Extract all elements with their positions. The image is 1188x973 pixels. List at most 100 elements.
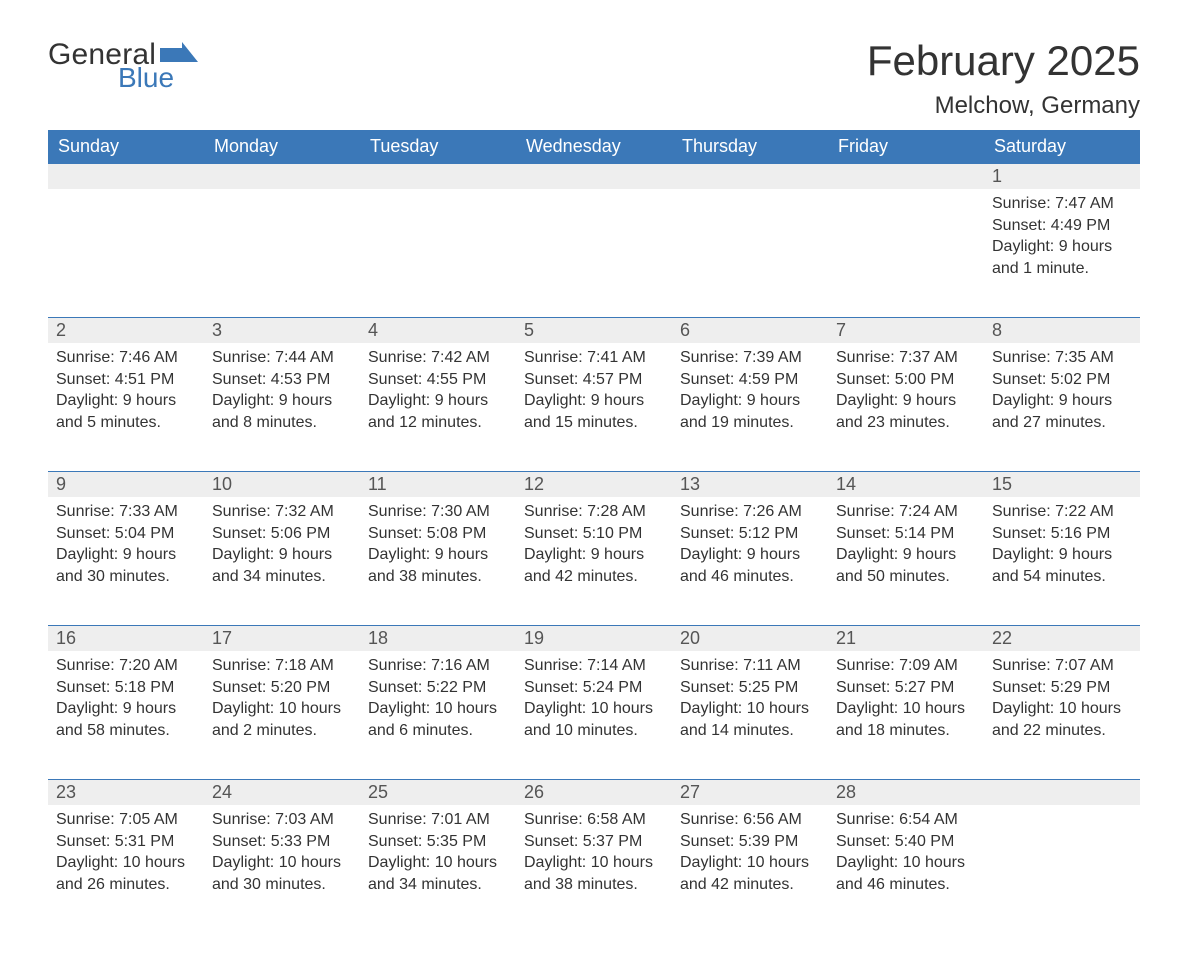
day-number-cell — [516, 163, 672, 189]
day-number: 23 — [48, 779, 204, 805]
day-content: Sunrise: 7:24 AMSunset: 5:14 PMDaylight:… — [828, 497, 984, 597]
day-number — [828, 163, 984, 189]
sunrise-text: Sunrise: 7:03 AM — [212, 809, 352, 831]
day-cell: Sunrise: 7:47 AMSunset: 4:49 PMDaylight:… — [984, 189, 1140, 317]
daylight-text: Daylight: 9 hours and 1 minute. — [992, 236, 1132, 279]
day-number — [48, 163, 204, 189]
day-number: 2 — [48, 317, 204, 343]
sunrise-text: Sunrise: 7:33 AM — [56, 501, 196, 523]
col-monday: Monday — [204, 130, 360, 163]
daylight-text: Daylight: 10 hours and 42 minutes. — [680, 852, 820, 895]
sunset-text: Sunset: 5:06 PM — [212, 523, 352, 545]
day-number-cell — [828, 163, 984, 189]
day-cell — [204, 189, 360, 317]
sunrise-text: Sunrise: 7:14 AM — [524, 655, 664, 677]
day-cell: Sunrise: 7:33 AMSunset: 5:04 PMDaylight:… — [48, 497, 204, 625]
sunrise-text: Sunrise: 7:47 AM — [992, 193, 1132, 215]
daylight-text: Daylight: 9 hours and 42 minutes. — [524, 544, 664, 587]
day-content: Sunrise: 7:09 AMSunset: 5:27 PMDaylight:… — [828, 651, 984, 751]
sunrise-text: Sunrise: 7:30 AM — [368, 501, 508, 523]
sunset-text: Sunset: 5:14 PM — [836, 523, 976, 545]
sunrise-text: Sunrise: 7:11 AM — [680, 655, 820, 677]
sunset-text: Sunset: 5:31 PM — [56, 831, 196, 853]
day-number: 4 — [360, 317, 516, 343]
sunset-text: Sunset: 5:29 PM — [992, 677, 1132, 699]
day-cell: Sunrise: 7:18 AMSunset: 5:20 PMDaylight:… — [204, 651, 360, 779]
sunrise-text: Sunrise: 7:20 AM — [56, 655, 196, 677]
daylight-text: Daylight: 9 hours and 54 minutes. — [992, 544, 1132, 587]
day-number-cell: 26 — [516, 779, 672, 805]
day-number — [204, 163, 360, 189]
sunrise-text: Sunrise: 7:09 AM — [836, 655, 976, 677]
sunset-text: Sunset: 4:55 PM — [368, 369, 508, 391]
calendar-body: 1Sunrise: 7:47 AMSunset: 4:49 PMDaylight… — [48, 163, 1140, 933]
day-number: 8 — [984, 317, 1140, 343]
day-number-cell: 6 — [672, 317, 828, 343]
day-number: 25 — [360, 779, 516, 805]
day-content: Sunrise: 7:41 AMSunset: 4:57 PMDaylight:… — [516, 343, 672, 443]
day-cell: Sunrise: 7:24 AMSunset: 5:14 PMDaylight:… — [828, 497, 984, 625]
sunrise-text: Sunrise: 6:56 AM — [680, 809, 820, 831]
day-cell: Sunrise: 7:03 AMSunset: 5:33 PMDaylight:… — [204, 805, 360, 933]
sunrise-text: Sunrise: 7:41 AM — [524, 347, 664, 369]
month-title: February 2025 — [867, 40, 1140, 82]
sunset-text: Sunset: 5:35 PM — [368, 831, 508, 853]
sunrise-text: Sunrise: 7:32 AM — [212, 501, 352, 523]
day-content: Sunrise: 7:44 AMSunset: 4:53 PMDaylight:… — [204, 343, 360, 443]
day-content: Sunrise: 6:54 AMSunset: 5:40 PMDaylight:… — [828, 805, 984, 905]
brand-word2: Blue — [118, 64, 198, 92]
day-cell: Sunrise: 6:54 AMSunset: 5:40 PMDaylight:… — [828, 805, 984, 933]
day-content: Sunrise: 7:22 AMSunset: 5:16 PMDaylight:… — [984, 497, 1140, 597]
day-cell: Sunrise: 7:46 AMSunset: 4:51 PMDaylight:… — [48, 343, 204, 471]
daylight-text: Daylight: 9 hours and 19 minutes. — [680, 390, 820, 433]
day-content: Sunrise: 7:07 AMSunset: 5:29 PMDaylight:… — [984, 651, 1140, 751]
day-content: Sunrise: 7:30 AMSunset: 5:08 PMDaylight:… — [360, 497, 516, 597]
day-number-cell — [672, 163, 828, 189]
day-cell: Sunrise: 7:37 AMSunset: 5:00 PMDaylight:… — [828, 343, 984, 471]
day-number-cell: 19 — [516, 625, 672, 651]
day-content — [48, 189, 204, 203]
daylight-text: Daylight: 9 hours and 58 minutes. — [56, 698, 196, 741]
day-number: 6 — [672, 317, 828, 343]
day-content: Sunrise: 7:39 AMSunset: 4:59 PMDaylight:… — [672, 343, 828, 443]
daylight-text: Daylight: 9 hours and 23 minutes. — [836, 390, 976, 433]
day-number: 11 — [360, 471, 516, 497]
sunset-text: Sunset: 5:16 PM — [992, 523, 1132, 545]
day-content: Sunrise: 6:58 AMSunset: 5:37 PMDaylight:… — [516, 805, 672, 905]
sunrise-text: Sunrise: 7:01 AM — [368, 809, 508, 831]
sunrise-text: Sunrise: 7:44 AM — [212, 347, 352, 369]
day-content: Sunrise: 7:46 AMSunset: 4:51 PMDaylight:… — [48, 343, 204, 443]
day-content: Sunrise: 7:28 AMSunset: 5:10 PMDaylight:… — [516, 497, 672, 597]
page-header: General Blue February 2025 Melchow, Germ… — [48, 40, 1140, 120]
day-content — [204, 189, 360, 203]
sunset-text: Sunset: 5:24 PM — [524, 677, 664, 699]
day-number-cell — [360, 163, 516, 189]
day-number-cell: 20 — [672, 625, 828, 651]
sunset-text: Sunset: 4:49 PM — [992, 215, 1132, 237]
daylight-text: Daylight: 10 hours and 26 minutes. — [56, 852, 196, 895]
brand-logo: General Blue — [48, 40, 198, 92]
day-number-cell: 28 — [828, 779, 984, 805]
daylight-text: Daylight: 9 hours and 5 minutes. — [56, 390, 196, 433]
day-cell: Sunrise: 7:26 AMSunset: 5:12 PMDaylight:… — [672, 497, 828, 625]
day-number: 26 — [516, 779, 672, 805]
daylight-text: Daylight: 9 hours and 38 minutes. — [368, 544, 508, 587]
day-cell: Sunrise: 7:41 AMSunset: 4:57 PMDaylight:… — [516, 343, 672, 471]
day-content — [828, 189, 984, 203]
sunset-text: Sunset: 5:25 PM — [680, 677, 820, 699]
daylight-text: Daylight: 10 hours and 38 minutes. — [524, 852, 664, 895]
sunset-text: Sunset: 5:37 PM — [524, 831, 664, 853]
daylight-text: Daylight: 10 hours and 2 minutes. — [212, 698, 352, 741]
week-daynum-row: 9101112131415 — [48, 471, 1140, 497]
sunrise-text: Sunrise: 7:39 AM — [680, 347, 820, 369]
day-cell — [516, 189, 672, 317]
daylight-text: Daylight: 10 hours and 22 minutes. — [992, 698, 1132, 741]
day-number-cell: 5 — [516, 317, 672, 343]
day-cell — [984, 805, 1140, 933]
daylight-text: Daylight: 10 hours and 14 minutes. — [680, 698, 820, 741]
day-number-cell: 9 — [48, 471, 204, 497]
sunrise-text: Sunrise: 7:05 AM — [56, 809, 196, 831]
day-cell — [360, 189, 516, 317]
day-number: 27 — [672, 779, 828, 805]
day-content: Sunrise: 7:32 AMSunset: 5:06 PMDaylight:… — [204, 497, 360, 597]
